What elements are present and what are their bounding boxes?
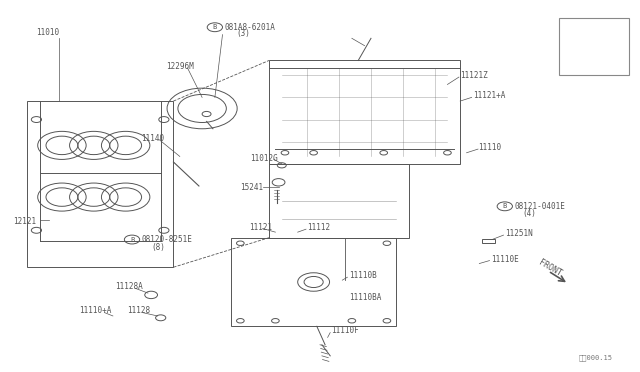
Text: B: B bbox=[130, 237, 134, 243]
Text: 11110E: 11110E bbox=[491, 254, 518, 264]
Bar bbox=[559, 18, 629, 75]
Text: ℓ：000.15: ℓ：000.15 bbox=[579, 355, 613, 361]
Text: B: B bbox=[212, 24, 217, 30]
Text: 11128A: 11128A bbox=[115, 282, 143, 291]
Text: 11128: 11128 bbox=[127, 306, 150, 315]
Text: 11121+A: 11121+A bbox=[473, 91, 506, 100]
Text: 11140: 11140 bbox=[141, 134, 164, 142]
Text: 11110B: 11110B bbox=[349, 271, 376, 280]
Text: 11121: 11121 bbox=[248, 223, 272, 232]
Text: B: B bbox=[502, 203, 507, 209]
Text: 11251N: 11251N bbox=[505, 229, 532, 238]
Text: 12296M: 12296M bbox=[166, 61, 193, 71]
Text: (4): (4) bbox=[523, 209, 536, 218]
Text: 11110F: 11110F bbox=[332, 326, 359, 335]
Text: 11110BA: 11110BA bbox=[349, 293, 381, 302]
Text: 12121: 12121 bbox=[13, 217, 36, 225]
Text: 11121Z: 11121Z bbox=[460, 71, 488, 80]
Text: 11010: 11010 bbox=[36, 28, 60, 37]
Text: FRONT: FRONT bbox=[537, 258, 563, 278]
Text: 11110: 11110 bbox=[478, 143, 501, 152]
Bar bbox=[483, 239, 495, 243]
Text: 15241: 15241 bbox=[241, 183, 264, 192]
Text: 11012G: 11012G bbox=[250, 154, 278, 163]
Text: 08120-8251E: 08120-8251E bbox=[141, 235, 193, 244]
Text: 08121-0401E: 08121-0401E bbox=[515, 202, 565, 211]
Text: (8): (8) bbox=[151, 243, 165, 252]
Text: 11110+A: 11110+A bbox=[79, 306, 111, 315]
Text: 11112: 11112 bbox=[307, 223, 330, 232]
Text: (3): (3) bbox=[236, 29, 250, 38]
Text: 081A8-6201A: 081A8-6201A bbox=[225, 23, 275, 32]
